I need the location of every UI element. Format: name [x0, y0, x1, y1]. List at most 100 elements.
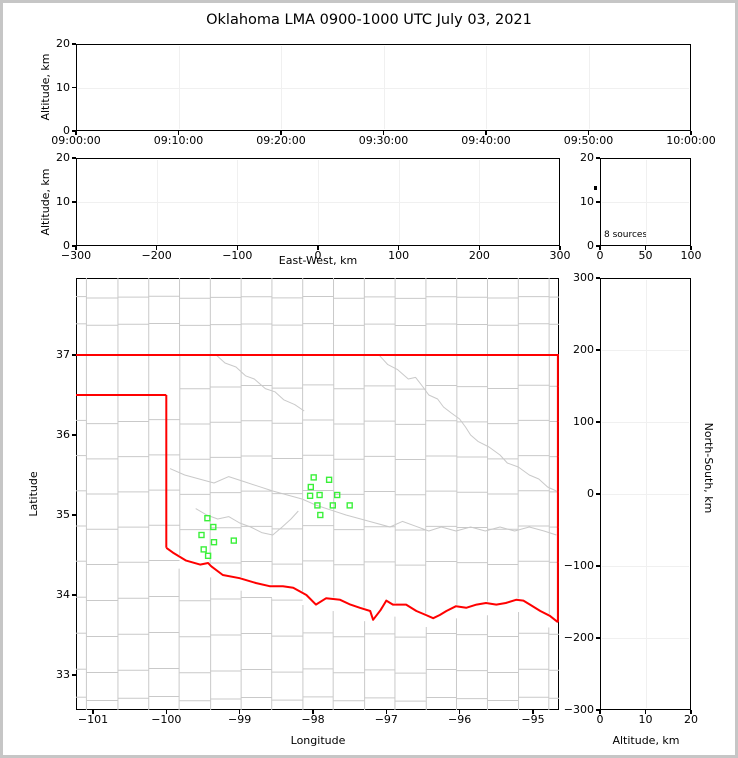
x-tick-label: −300	[60, 249, 92, 262]
y-tick-label: 10	[580, 195, 594, 208]
x-tick-label: 100	[680, 249, 702, 262]
x-tick-mark	[312, 710, 314, 714]
y-tick-label: 20	[56, 151, 70, 164]
x-tick-mark	[317, 246, 319, 250]
gridline-h	[602, 566, 689, 567]
x-tick-mark	[236, 246, 239, 250]
gridline-h	[78, 202, 558, 203]
county-lines	[76, 278, 559, 710]
x-tick-mark	[177, 131, 180, 135]
x-tick-label: 0	[596, 713, 604, 726]
lma-station-marker	[329, 502, 337, 509]
state-border	[76, 354, 559, 623]
y-tick-label: 0	[587, 239, 594, 252]
gridline-h	[78, 87, 689, 89]
y-tick-label: 33	[56, 668, 70, 681]
oklahoma-map-canvas	[76, 278, 559, 710]
x-tick-mark	[75, 246, 77, 250]
x-tick-mark	[599, 246, 601, 250]
x-tick-mark	[644, 246, 647, 250]
x-tick-label: 09:00:00	[51, 134, 101, 147]
y-tick-label: 0	[587, 487, 594, 500]
x-tick-mark	[155, 246, 158, 250]
lma-station-marker	[210, 523, 217, 531]
sources-count-annotation: 8 sources	[604, 230, 648, 240]
x-tick-label: 20	[684, 713, 698, 726]
y-tick-label: 20	[580, 151, 594, 164]
x-tick-mark	[644, 710, 647, 714]
x-tick-mark	[478, 246, 481, 250]
river-lines	[169, 354, 557, 536]
y-tick-mark	[72, 354, 76, 356]
lma-station-marker	[210, 539, 218, 546]
x-tick-label: 09:50:00	[563, 134, 614, 147]
y-tick-mark	[72, 434, 76, 436]
x-tick-label: −96	[448, 713, 472, 726]
y-tick-mark	[596, 709, 600, 711]
lma-station-marker	[307, 483, 315, 491]
lma-station-marker	[314, 502, 321, 509]
x-tick-label: −98	[301, 713, 325, 726]
y-tick-label: 10	[56, 80, 70, 94]
y-tick-label: 36	[56, 428, 70, 441]
lma-station-marker	[334, 491, 341, 499]
x-tick-mark	[690, 246, 692, 250]
x-tick-label: 09:20:00	[256, 134, 306, 147]
x-tick-label: 10:00:00	[666, 134, 716, 147]
lma-station-marker	[346, 502, 353, 509]
y-tick-label: 200	[573, 343, 594, 356]
y-tick-mark	[596, 637, 600, 639]
x-tick-label: 300	[549, 249, 571, 262]
ylabel-time-panel: Altitude, km	[39, 53, 52, 121]
x-tick-label: 10	[638, 713, 653, 726]
gridline-h	[602, 638, 689, 639]
y-tick-mark	[72, 201, 76, 203]
lma-station-marker	[230, 537, 238, 544]
y-tick-mark	[72, 594, 76, 596]
y-tick-mark	[596, 157, 600, 159]
xlabel-ew-panel: East-West, km	[278, 254, 358, 267]
y-tick-label: −200	[563, 631, 594, 644]
x-tick-label: 0	[596, 249, 604, 262]
ylabel-ns-panel: North-South, km	[702, 422, 715, 514]
y-tick-mark	[72, 157, 76, 159]
y-tick-mark	[596, 493, 600, 495]
x-tick-mark	[385, 710, 388, 714]
y-tick-label: 0	[63, 124, 70, 137]
y-tick-label: 35	[56, 508, 70, 521]
x-tick-label: −100	[222, 249, 253, 262]
gridline-h	[602, 350, 689, 351]
y-tick-label: 100	[573, 415, 594, 428]
lma-station-marker	[317, 511, 324, 519]
lma-station-marker	[310, 474, 317, 481]
x-tick-label: 09:40:00	[461, 134, 511, 147]
x-tick-label: −97	[374, 713, 398, 726]
y-tick-label: 0	[63, 239, 70, 252]
lma-station-marker	[198, 531, 205, 539]
ylabel-map: Latitude	[27, 471, 40, 517]
lma-station-marker	[204, 514, 211, 522]
y-tick-mark	[596, 349, 600, 351]
ylabel-ew-panel: Altitude, km	[39, 168, 52, 236]
lma-station-marker	[306, 492, 314, 500]
x-tick-mark	[397, 246, 400, 250]
x-tick-mark	[382, 131, 385, 135]
x-tick-mark	[75, 131, 77, 135]
y-tick-mark	[72, 245, 76, 247]
lma-station-marker	[204, 552, 212, 559]
x-tick-mark	[532, 710, 534, 714]
x-tick-label: −200	[141, 249, 172, 262]
x-tick-label: 09:10:00	[153, 134, 204, 147]
y-tick-mark	[72, 674, 76, 676]
x-tick-label: 100	[388, 249, 410, 262]
x-tick-label: −95	[521, 713, 545, 726]
x-tick-label: −100	[151, 713, 182, 726]
y-tick-label: 37	[56, 348, 70, 361]
plot-title: Oklahoma LMA 0900-1000 UTC July 03, 2021	[206, 12, 532, 28]
x-tick-mark	[458, 710, 461, 714]
histogram-blip	[594, 186, 597, 190]
gridline-h	[602, 422, 689, 423]
x-tick-label: 50	[638, 249, 653, 262]
lma-station-marker	[200, 546, 207, 553]
x-tick-label: −99	[228, 713, 252, 726]
